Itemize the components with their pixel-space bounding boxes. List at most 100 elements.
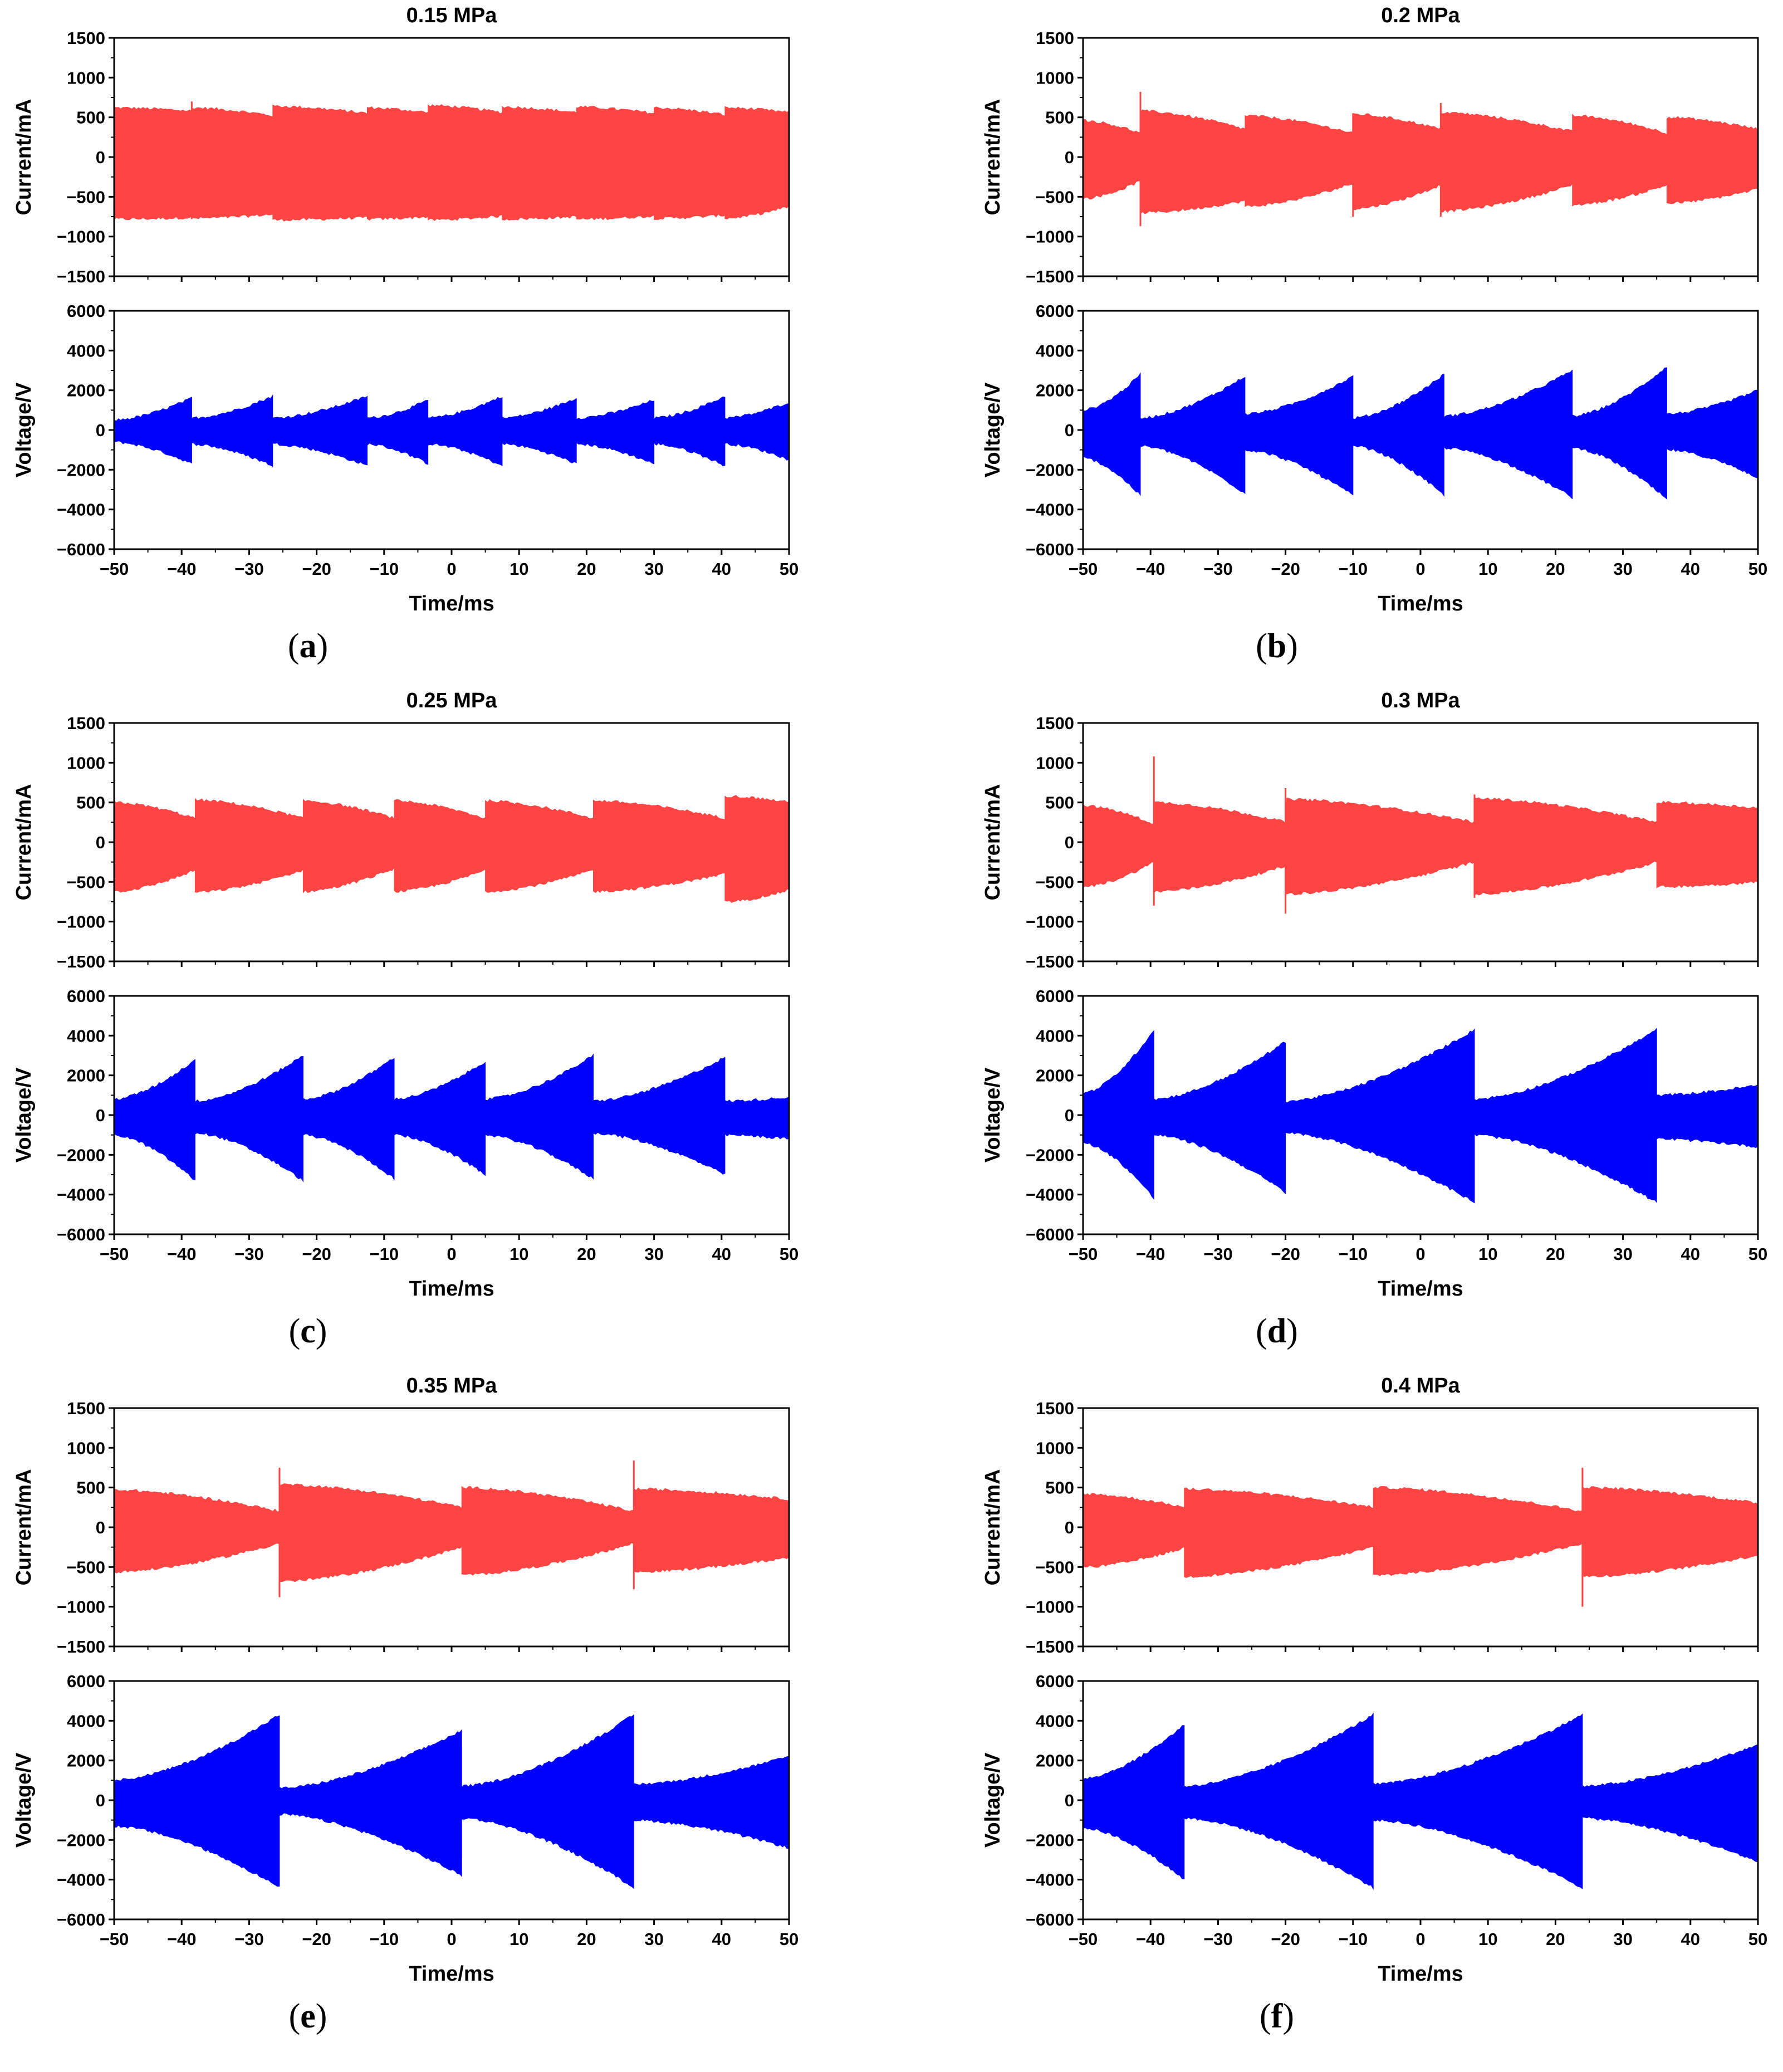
panel-label-letter: d [1267,1312,1286,1350]
y-tick-label: −500 [66,1557,105,1577]
y-tick-label: 0 [96,148,105,167]
x-tick-label: 30 [1613,1244,1632,1264]
x-tick-label: −20 [1271,559,1300,579]
y-tick-label: −1500 [1026,1637,1074,1656]
x-tick-label: 40 [1681,559,1700,579]
panel-label: (d) [1256,1312,1298,1350]
voltage-plot-segment [461,1714,634,1889]
voltage-plot-segment [485,1053,594,1180]
current-plot-ylabel: Current/mA [12,784,36,900]
voltage-plot-segment [502,398,577,463]
panel-a: 0.15 MPa150010005000−500−1000−1500Curren… [12,4,799,665]
x-axis-label: Time/ms [1378,1277,1463,1301]
voltage-plot-segment [394,1062,486,1176]
x-tick-label: 10 [510,1929,528,1949]
voltage-plot-segment [593,1057,726,1175]
voltage-plot-segment [724,403,790,461]
current-plot-segment [1440,111,1573,213]
current-plot-segment [1582,1485,1758,1577]
current-plot-segment [279,1483,462,1582]
x-tick-label: 30 [1613,1929,1632,1949]
current-plot-segment [272,104,368,222]
y-tick-label: 2000 [1036,1066,1074,1086]
y-tick-label: 0 [96,421,105,440]
current-plot-segment [1285,797,1475,896]
x-tick-label: −50 [1069,1929,1098,1949]
x-tick-label: 20 [1546,1244,1565,1264]
current-plot-x-ticks [1082,961,1759,967]
x-tick-label: −40 [1136,1929,1165,1949]
y-tick-label: −4000 [1026,500,1074,520]
x-tick-label: 0 [447,559,456,579]
y-tick-label: 1000 [1036,1438,1074,1458]
voltage-plot-segment [1666,389,1758,479]
current-plot-segment [654,106,726,220]
y-tick-label: 0 [1065,833,1074,852]
y-tick-label: 1500 [1036,28,1074,48]
y-tick-label: 0 [96,1791,105,1810]
x-tick-label: 10 [510,559,528,579]
y-tick-label: −2000 [1026,460,1074,480]
x-tick-label: −10 [370,1244,399,1264]
x-tick-label: 30 [1613,559,1632,579]
voltage-plot-segment [194,1056,303,1182]
panel-label-letter: e [300,1997,316,2035]
x-tick-label: 50 [1748,1929,1767,1949]
panel-title: 0.35 MPa [406,1374,498,1397]
y-tick-label: 4000 [67,1026,105,1045]
y-tick-label: 500 [1045,108,1074,128]
y-tick-label: −1500 [1026,267,1074,286]
current-plot-segment [1373,1485,1583,1576]
voltage-plot-segment [633,1756,790,1849]
y-tick-label: −4000 [1026,1870,1074,1890]
x-tick-label: 40 [1681,1244,1700,1264]
y-tick-label: 1000 [67,68,105,87]
current-plot-y-ticks: 1500 1000 500 0 −500 −1000 −1500 [57,1399,114,1656]
voltage-plot-segment [1245,375,1354,496]
y-tick-label: 2000 [67,1066,105,1086]
x-tick-label: 40 [712,1244,731,1264]
x-tick-label: 50 [780,1244,799,1264]
y-tick-label: 1500 [67,1399,105,1418]
voltage-plot-ylabel: Voltage/V [12,1067,36,1162]
x-tick-label: −10 [370,559,399,579]
voltage-plot-segment [428,397,503,466]
x-tick-label: −20 [1271,1244,1300,1264]
panel-label-letter: c [300,1312,316,1350]
voltage-plot-segment [1184,1712,1374,1890]
voltage-plot-segment [1443,369,1573,500]
panel-label-open: ( [289,1997,301,2035]
current-plot-segment [593,799,726,893]
current-plot-x-ticks [1082,276,1759,282]
current-plot-segment [1184,1487,1374,1578]
x-tick-label: 30 [644,1244,663,1264]
x-axis-label: Time/ms [1378,592,1463,615]
x-tick-label: 40 [712,1929,731,1949]
voltage-plot-segments [114,394,790,467]
y-tick-label: −2000 [57,1145,105,1165]
current-plot-segment [485,799,594,893]
voltage-plot-ylabel: Voltage/V [981,1067,1005,1162]
y-tick-label: −2000 [57,460,105,480]
voltage-plot-segment [114,397,192,464]
panel-label-open: ( [1260,1997,1271,2035]
y-tick-label: 0 [1065,421,1074,440]
panel-label-open: ( [1256,627,1267,665]
voltage-plot-segment [272,395,368,466]
panel-label-letter: f [1271,1997,1284,2035]
x-tick-label: 20 [1546,559,1565,579]
x-tick-label: 40 [1681,1929,1700,1949]
y-tick-label: −6000 [1026,1910,1074,1929]
y-tick-label: 2000 [67,381,105,400]
current-plot-segment [191,106,273,219]
voltage-plot-x-ticks: −50 −40 −30 −20 −10 0 10 20 30 40 50 [1069,549,1767,579]
panel-label-open: ( [1256,1312,1267,1350]
current-plot-segment [633,1487,790,1573]
y-tick-label: −500 [66,872,105,892]
y-tick-label: 500 [76,793,105,813]
x-tick-label: −20 [1271,1929,1300,1949]
panel-label-close: ) [316,1997,327,2035]
current-plot-y-ticks: 1500 1000 500 0 −500 −1000 −1500 [57,28,114,286]
x-tick-label: 10 [1478,1244,1497,1264]
